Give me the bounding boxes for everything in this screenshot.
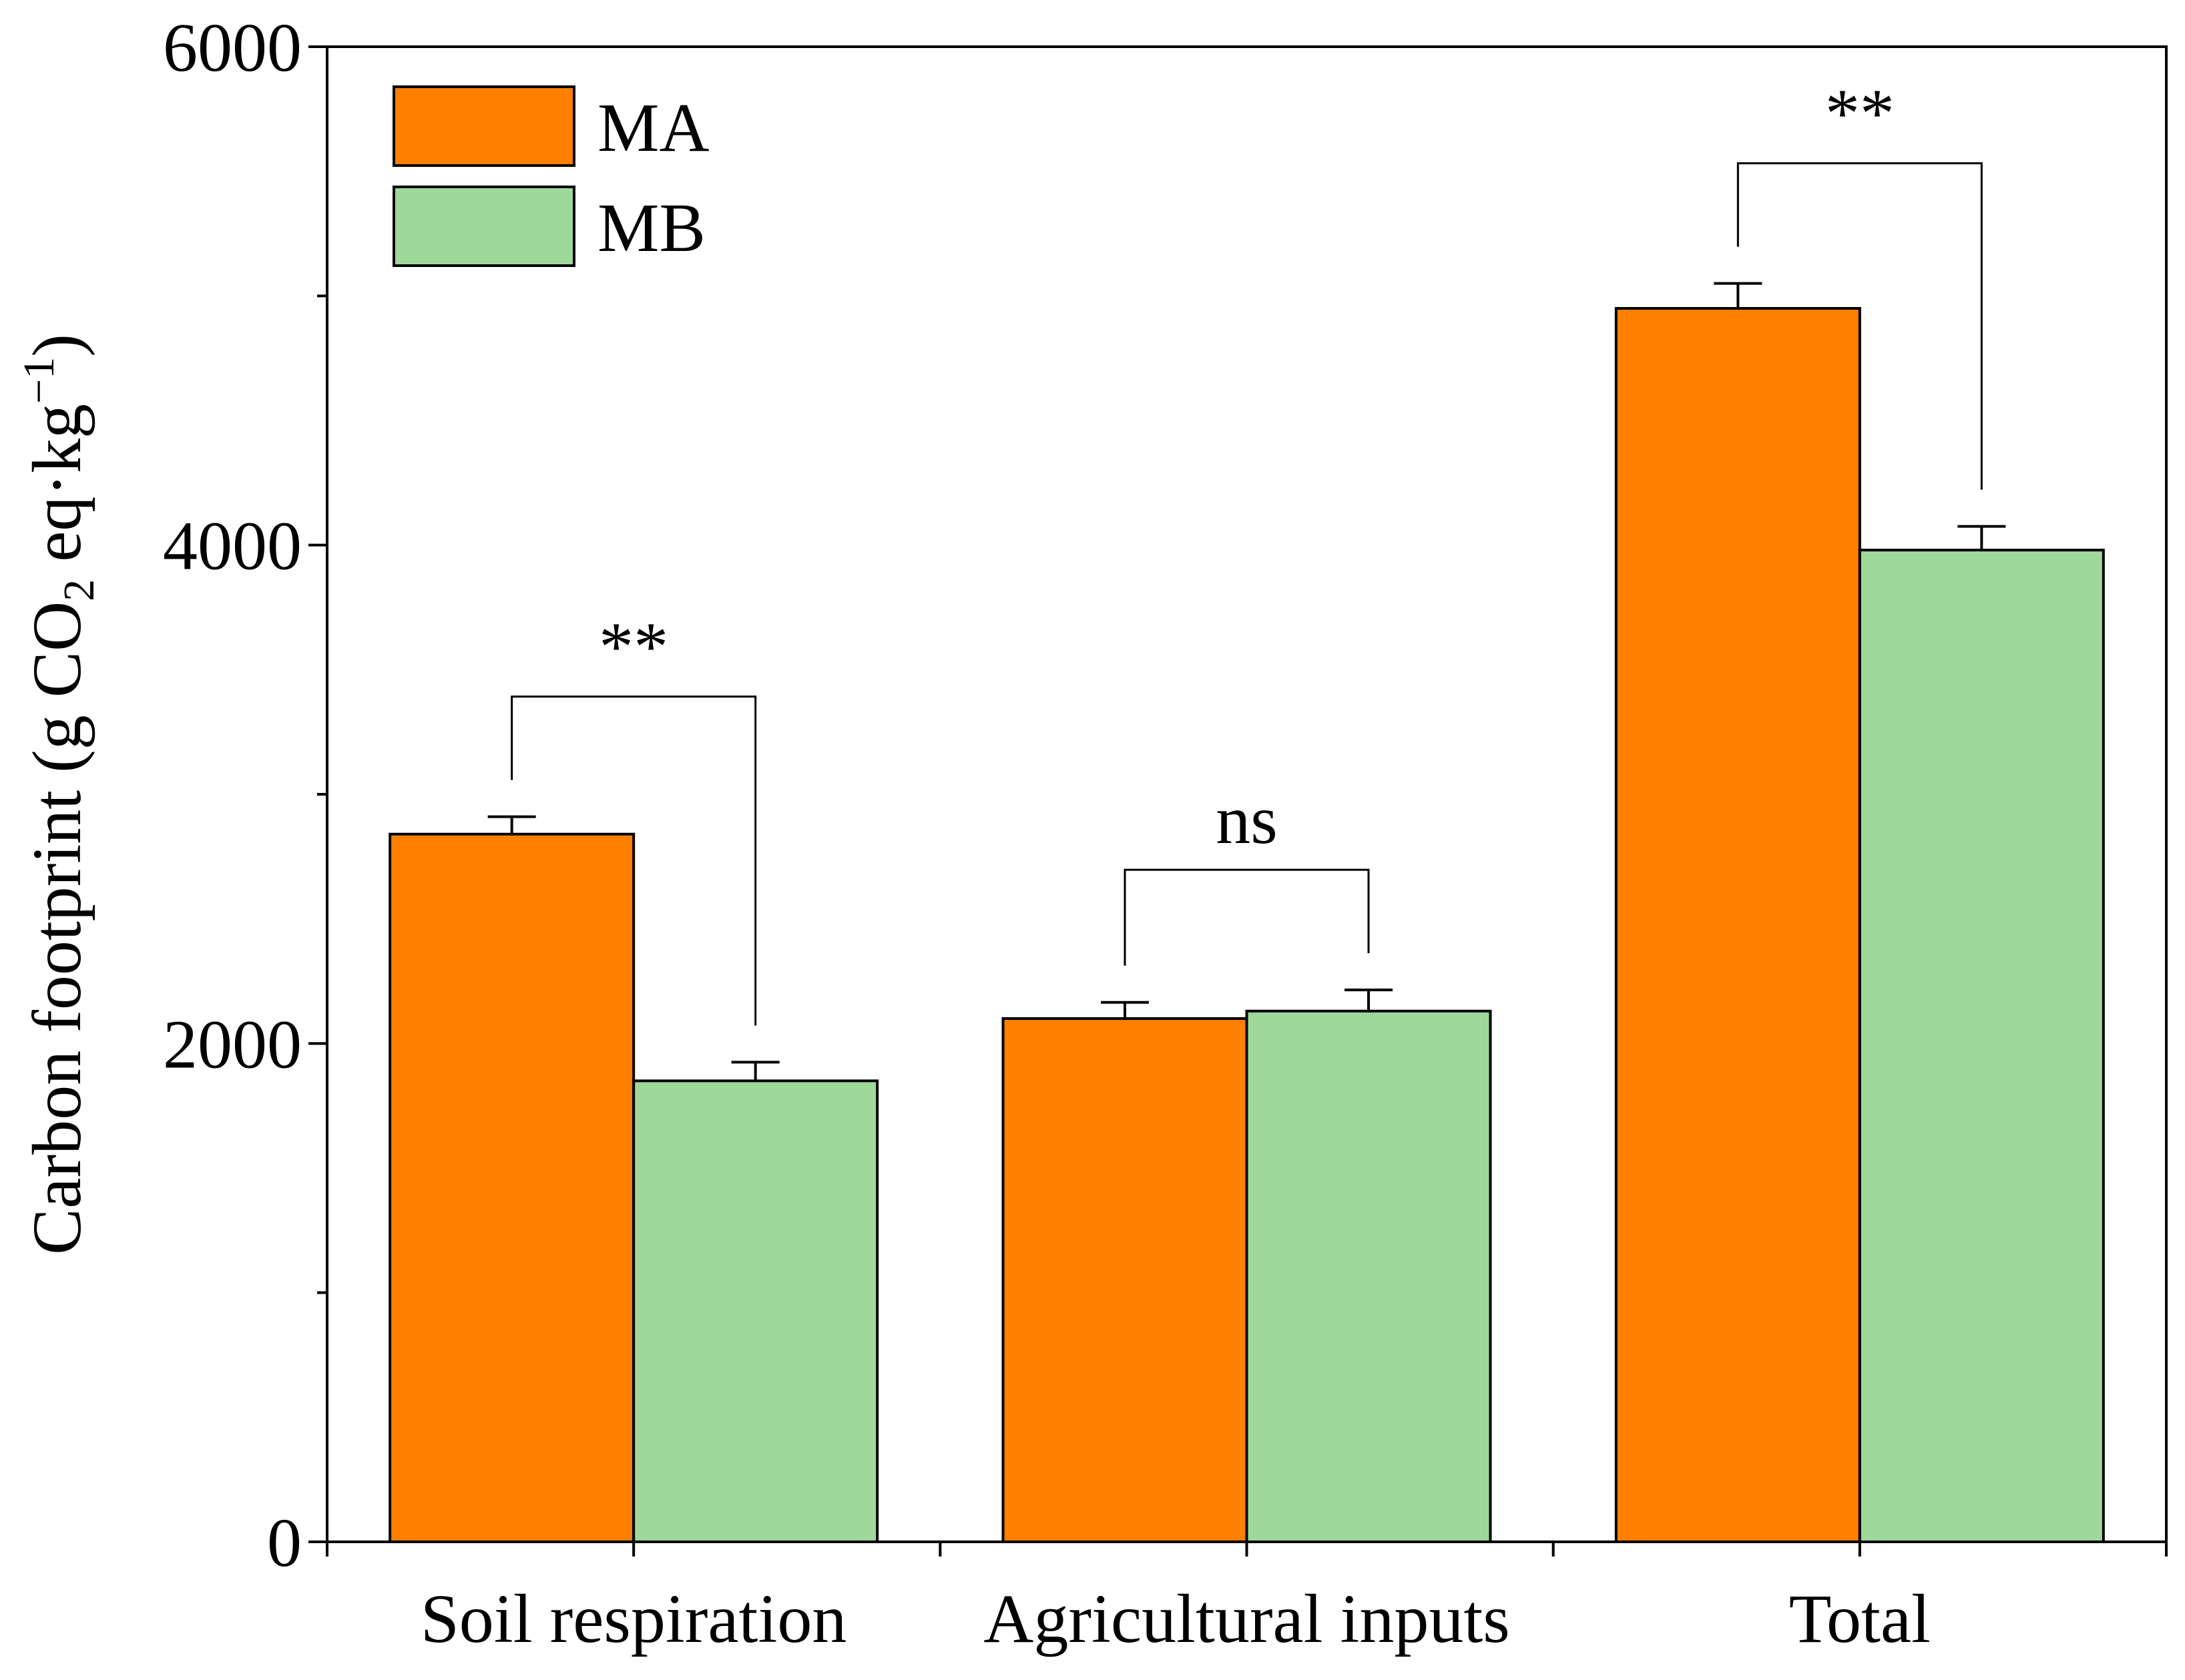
significance-label: ** — [599, 609, 668, 685]
significance-label: ** — [1825, 75, 1895, 152]
legend-label-mb: MB — [597, 190, 706, 266]
y-label-end: ) — [19, 334, 95, 357]
legend-swatch-ma — [393, 85, 575, 167]
legend: MA MB — [393, 85, 710, 267]
significance-label: ns — [1216, 782, 1277, 858]
y-axis: 0 2000 4000 6000 — [163, 9, 327, 1581]
legend-swatch-mb — [393, 186, 575, 267]
significance-bracket — [1124, 868, 1370, 966]
significance-bracket — [511, 695, 757, 1026]
x-category-label: Soil respiration — [421, 1581, 846, 1657]
significance-bracket — [1736, 162, 1983, 490]
bar-ma — [1614, 307, 1861, 1543]
bar-ma — [1001, 1017, 1248, 1543]
y-axis-label: Carbon footprint (g CO2 eq·kg−1) — [15, 334, 103, 1255]
y-label-main: Carbon footprint (g CO — [19, 601, 95, 1255]
y-tick-label: 4000 — [163, 508, 302, 585]
bar-ma — [389, 832, 636, 1543]
y-label-middle: eq·kg — [19, 404, 95, 579]
legend-label-ma: MA — [597, 89, 710, 166]
bars-group — [389, 307, 2105, 1544]
error-bars-group — [487, 282, 2006, 1081]
significance-group: ** ns ** — [511, 75, 1983, 1026]
y-label-subscript: 2 — [55, 579, 103, 601]
x-category-label: Agricultural inputs — [983, 1581, 1510, 1657]
y-tick-label: 6000 — [163, 9, 302, 86]
x-axis: Soil respiration Agricultural inputs Total — [326, 1542, 2168, 1657]
x-category-label: Total — [1789, 1581, 1931, 1657]
y-label-superscript: −1 — [15, 357, 63, 404]
bar-mb — [1858, 549, 2105, 1544]
bar-mb — [632, 1079, 879, 1544]
y-tick-label: 2000 — [163, 1006, 302, 1083]
y-axis-label-group: Carbon footprint (g CO2 eq·kg−1) — [15, 334, 103, 1255]
y-tick-label: 0 — [267, 1504, 302, 1581]
bar-mb — [1245, 1009, 1492, 1544]
